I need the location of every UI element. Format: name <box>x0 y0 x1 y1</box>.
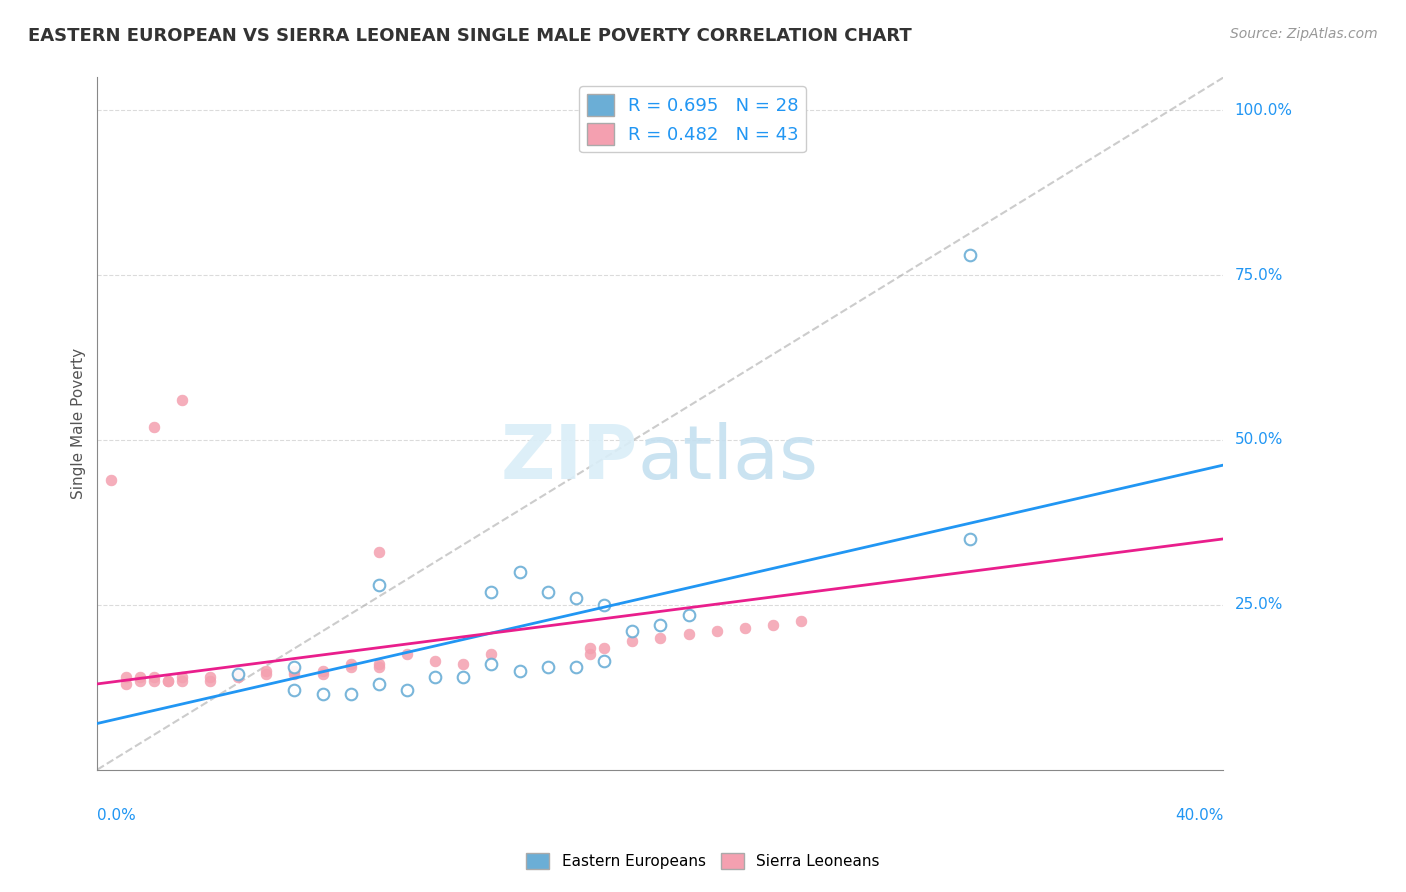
Point <box>156 673 179 688</box>
Text: 40.0%: 40.0% <box>1175 808 1223 823</box>
Point <box>142 419 165 434</box>
Point <box>367 657 389 672</box>
Point <box>593 640 616 655</box>
Text: 50.0%: 50.0% <box>1234 433 1282 448</box>
Text: Source: ZipAtlas.com: Source: ZipAtlas.com <box>1230 27 1378 41</box>
Point <box>226 667 249 681</box>
Point <box>579 647 602 661</box>
Point <box>650 617 672 632</box>
Point <box>170 673 193 688</box>
Point <box>311 664 333 678</box>
Point <box>198 673 221 688</box>
Text: 75.0%: 75.0% <box>1234 268 1282 283</box>
Point <box>226 667 249 681</box>
Point <box>114 677 136 691</box>
Point <box>128 670 150 684</box>
Legend: Eastern Europeans, Sierra Leoneans: Eastern Europeans, Sierra Leoneans <box>520 847 886 875</box>
Point <box>593 598 616 612</box>
Point <box>621 634 644 648</box>
Point <box>100 473 122 487</box>
Legend: R = 0.695   N = 28, R = 0.482   N = 43: R = 0.695 N = 28, R = 0.482 N = 43 <box>579 87 806 153</box>
Point <box>593 103 616 118</box>
Text: EASTERN EUROPEAN VS SIERRA LEONEAN SINGLE MALE POVERTY CORRELATION CHART: EASTERN EUROPEAN VS SIERRA LEONEAN SINGL… <box>28 27 912 45</box>
Point <box>453 657 475 672</box>
Point <box>311 687 333 701</box>
Point <box>579 640 602 655</box>
Point <box>453 670 475 684</box>
Point <box>425 654 447 668</box>
Point <box>142 673 165 688</box>
Point <box>254 667 277 681</box>
Point <box>959 248 981 262</box>
Point <box>156 673 179 688</box>
Point <box>142 670 165 684</box>
Point <box>959 532 981 546</box>
Point <box>593 654 616 668</box>
Point <box>170 670 193 684</box>
Point <box>734 621 756 635</box>
Point <box>283 667 305 681</box>
Point <box>283 664 305 678</box>
Text: 0.0%: 0.0% <box>97 808 136 823</box>
Text: 25.0%: 25.0% <box>1234 598 1282 612</box>
Point <box>395 683 418 698</box>
Text: 100.0%: 100.0% <box>1234 103 1292 118</box>
Point <box>481 584 503 599</box>
Point <box>621 624 644 639</box>
Text: ZIP: ZIP <box>501 422 638 495</box>
Point <box>790 614 813 628</box>
Point <box>283 683 305 698</box>
Point <box>509 565 531 579</box>
Point <box>762 617 785 632</box>
Point <box>706 624 728 639</box>
Point <box>395 647 418 661</box>
Point <box>283 660 305 674</box>
Point <box>367 545 389 559</box>
Point <box>339 657 361 672</box>
Point <box>114 670 136 684</box>
Point <box>509 664 531 678</box>
Point <box>339 687 361 701</box>
Point <box>367 660 389 674</box>
Point <box>565 591 588 606</box>
Point <box>537 584 560 599</box>
Text: atlas: atlas <box>638 422 818 495</box>
Point <box>311 667 333 681</box>
Point <box>537 660 560 674</box>
Point <box>565 660 588 674</box>
Point <box>481 657 503 672</box>
Point <box>339 660 361 674</box>
Point <box>254 664 277 678</box>
Point <box>367 578 389 592</box>
Point <box>367 677 389 691</box>
Point <box>226 670 249 684</box>
Point <box>198 670 221 684</box>
Point <box>650 631 672 645</box>
Point <box>170 393 193 408</box>
Point <box>678 607 700 622</box>
Point <box>481 647 503 661</box>
Y-axis label: Single Male Poverty: Single Male Poverty <box>72 348 86 500</box>
Point <box>425 670 447 684</box>
Point <box>678 627 700 641</box>
Point <box>128 673 150 688</box>
Point <box>1381 301 1403 315</box>
Point <box>621 103 644 118</box>
